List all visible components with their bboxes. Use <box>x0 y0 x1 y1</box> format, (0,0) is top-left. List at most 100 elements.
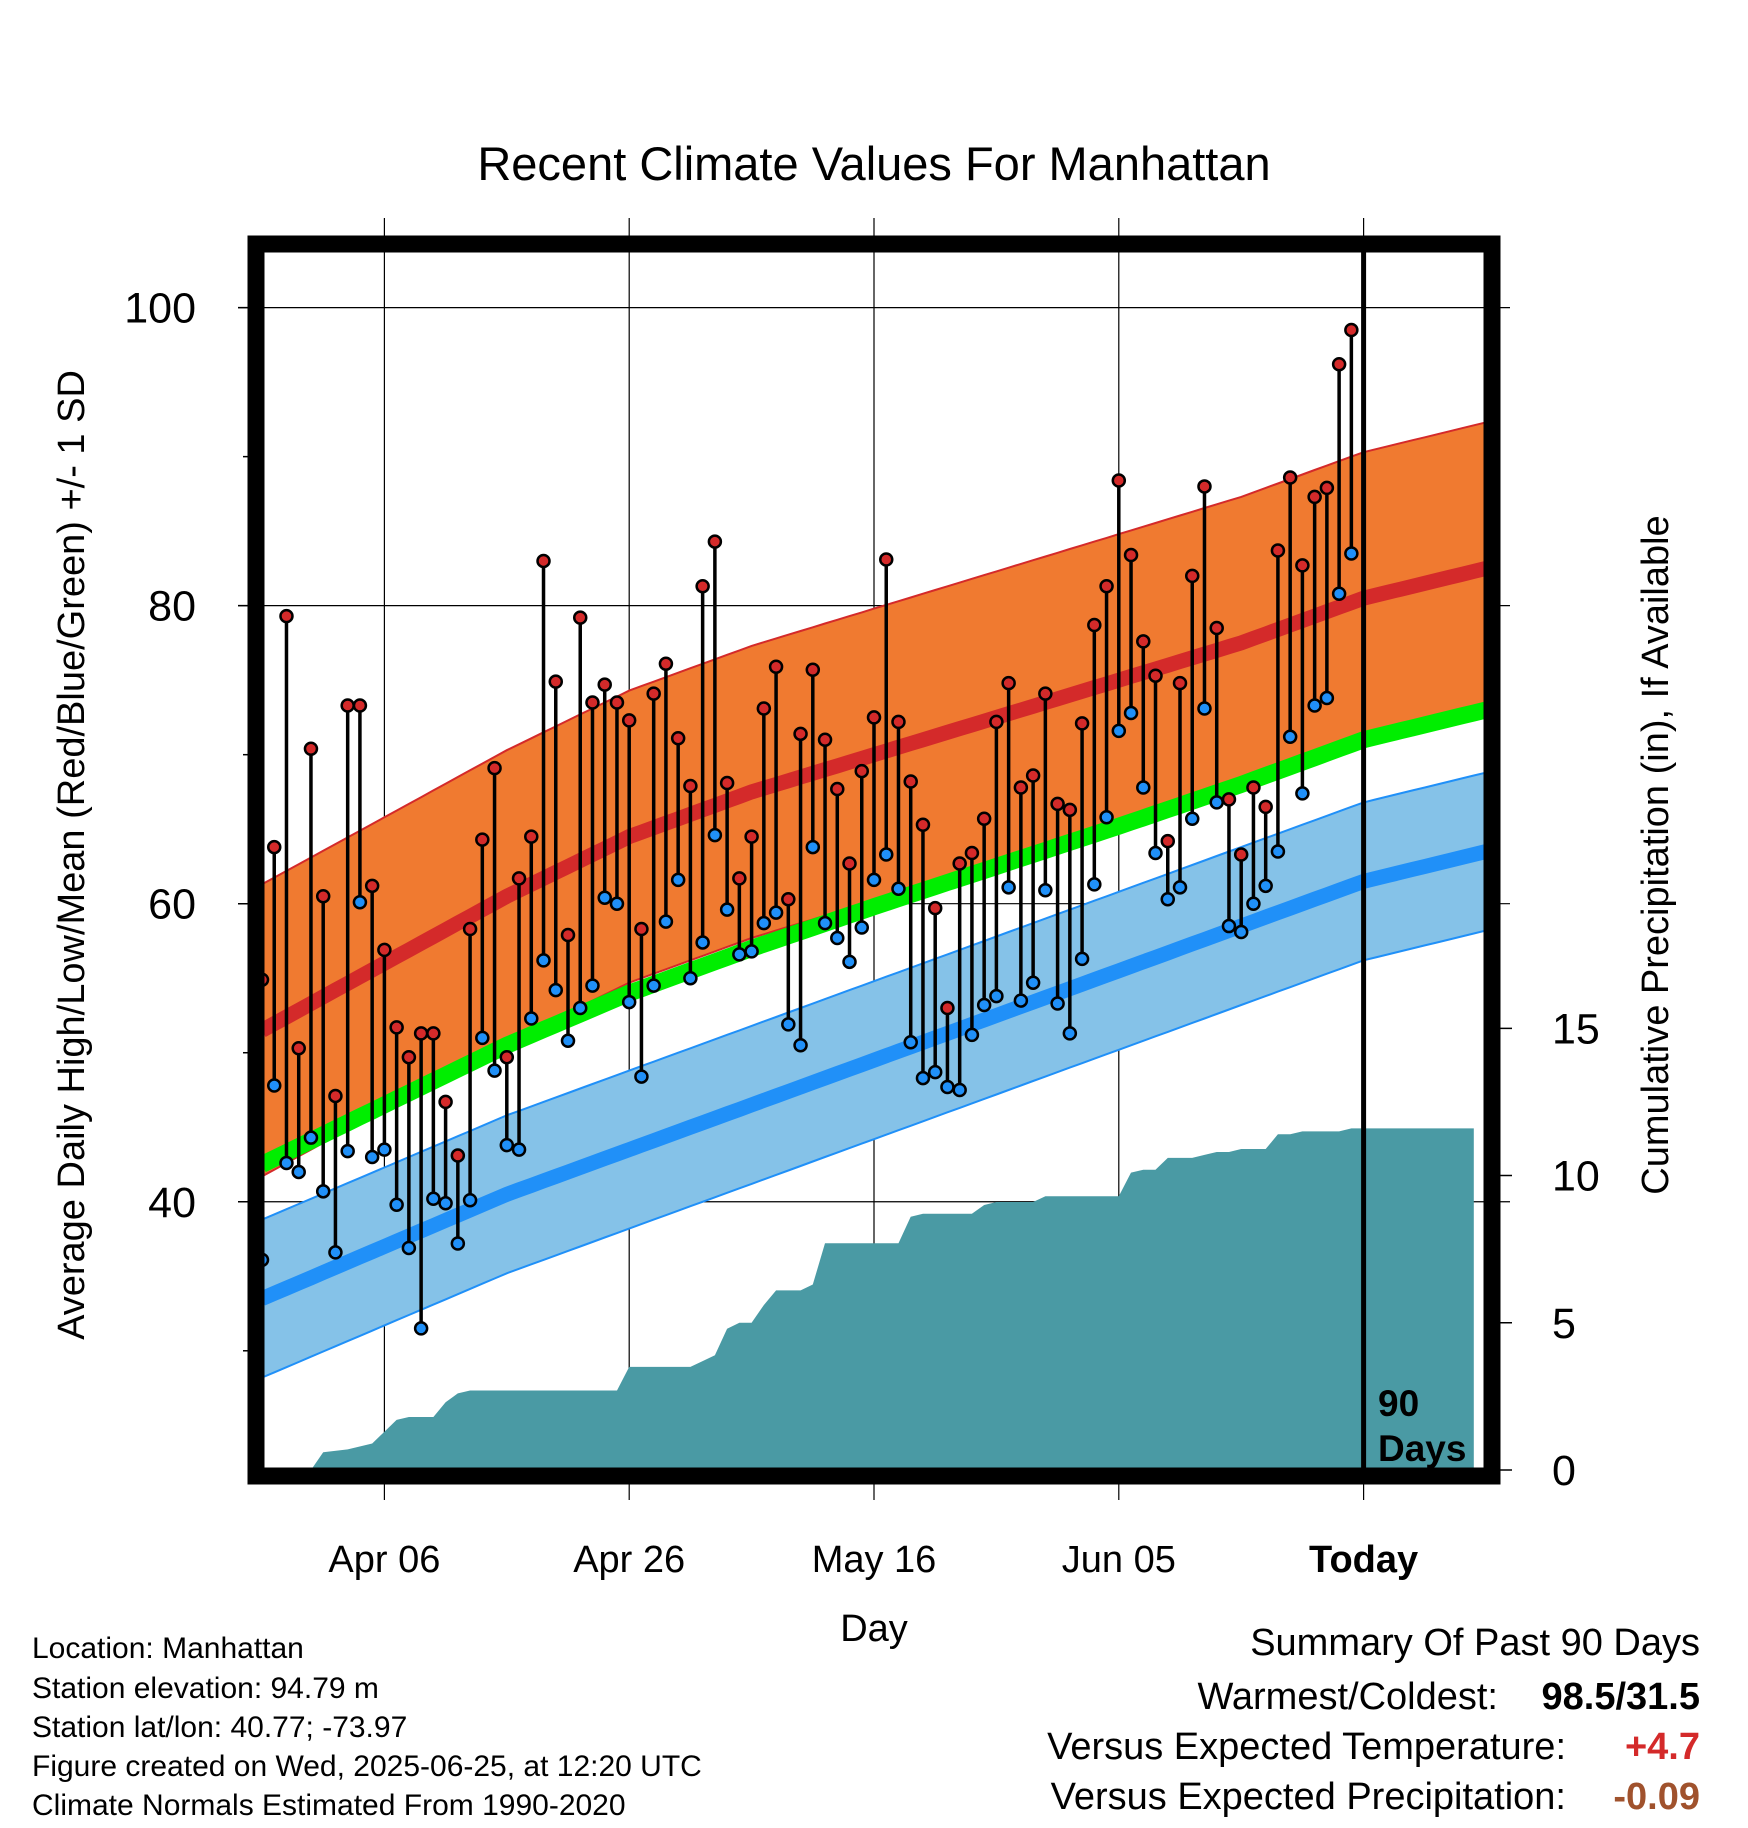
daily-low-point <box>1148 845 1163 861</box>
daily-low-point <box>1062 1026 1078 1041</box>
daily-low-point <box>548 982 564 998</box>
daily-low-point <box>1099 810 1114 825</box>
daily-high-point <box>707 534 723 549</box>
daily-low-point <box>1184 811 1200 827</box>
axes: 40 60 80 100 0 5 10 15 Apr 06 Apr 26 May 16 Jun 05 T… <box>124 285 1600 1581</box>
daily-high-point <box>1013 780 1029 795</box>
daily-high-point <box>1295 558 1310 573</box>
daily-low-point <box>940 1079 955 1095</box>
daily-low-point <box>1282 729 1298 745</box>
y2-tick-label: 5 <box>1552 1300 1576 1348</box>
daily-high-point <box>1331 356 1347 372</box>
daily-low-point <box>597 890 612 905</box>
daily-low-point <box>609 896 625 911</box>
daily-low-point <box>1331 586 1347 601</box>
daily-low-point <box>401 1240 417 1256</box>
daily-low-point <box>487 1063 502 1078</box>
daily-high-point <box>1307 489 1322 505</box>
daily-high-point <box>817 732 833 748</box>
daily-high-point <box>303 741 319 756</box>
daily-high-point <box>1184 568 1200 584</box>
daily-low-point <box>854 920 870 935</box>
daily-high-point <box>352 698 368 713</box>
daily-high-point <box>266 839 282 855</box>
daily-high-point <box>315 889 331 904</box>
daily-high-point <box>609 695 625 710</box>
daily-high-point <box>328 1088 343 1104</box>
y-tick-label: 40 <box>148 1179 196 1227</box>
daily-low-point <box>842 954 857 970</box>
daily-low-point <box>1319 690 1335 706</box>
daily-high-point <box>499 1049 515 1065</box>
precip-anomaly-label: Versus Expected Precipitation: <box>1050 1776 1566 1818</box>
daily-low-point <box>976 997 992 1013</box>
daily-low-point <box>707 827 723 843</box>
warmest-coldest-value: 98.5/31.5 <box>1541 1676 1700 1718</box>
info-location: Location: Manhattan <box>32 1632 304 1665</box>
daily-low-point <box>830 930 845 946</box>
daily-low-point <box>511 1142 527 1157</box>
normal-low-band <box>262 771 1486 1379</box>
daily-low-point <box>646 978 661 993</box>
daily-low-point <box>915 1070 931 1086</box>
daily-low-point <box>817 915 833 931</box>
daily-high-point <box>1062 802 1078 818</box>
today-days-count: 90 <box>1378 1383 1419 1424</box>
daily-high-point <box>952 856 967 871</box>
daily-low-point <box>1160 891 1176 907</box>
plot-frame <box>247 235 1501 1485</box>
daily-high-point <box>364 878 380 894</box>
daily-high-point <box>646 686 661 701</box>
daily-high-point <box>683 778 698 794</box>
daily-low-point <box>499 1137 515 1153</box>
daily-high-point <box>1148 668 1163 683</box>
daily-low-point <box>658 914 674 929</box>
daily-low-point <box>438 1195 453 1211</box>
daily-high-point <box>279 608 294 624</box>
daily-high-point <box>340 698 355 713</box>
daily-low-point <box>1344 546 1359 561</box>
y2-tick-label: 0 <box>1552 1447 1576 1495</box>
daily-low-point <box>683 970 698 986</box>
daily-low-point <box>670 872 686 888</box>
daily-high-point <box>1074 716 1090 731</box>
daily-high-point <box>377 942 392 958</box>
today-days-word: Days <box>1378 1428 1466 1469</box>
daily-low-point <box>927 1064 943 1080</box>
y2-tick-label: 10 <box>1552 1153 1600 1201</box>
daily-high-point <box>927 900 943 916</box>
daily-low-point <box>1221 918 1237 934</box>
daily-low-point <box>377 1142 392 1157</box>
daily-high-point <box>291 1041 306 1056</box>
daily-low-point <box>781 1017 796 1032</box>
info-created: Figure created on Wed, 2025-06-25, at 12… <box>32 1750 702 1783</box>
daily-high-point <box>1038 686 1053 701</box>
daily-high-point <box>1123 547 1139 563</box>
daily-low-point <box>805 839 821 855</box>
daily-high-point <box>1087 617 1102 633</box>
daily-high-point <box>634 921 649 937</box>
daily-low-point <box>364 1149 380 1165</box>
daily-low-point <box>878 847 894 862</box>
daily-low-point <box>1111 723 1127 739</box>
daily-high-point <box>560 927 576 943</box>
daily-low-point <box>291 1164 306 1180</box>
daily-high-point <box>572 610 588 625</box>
daily-high-point <box>413 1026 429 1041</box>
daily-high-point <box>891 714 906 730</box>
daily-low-point <box>315 1184 331 1199</box>
daily-low-point <box>303 1130 319 1145</box>
daily-high-point <box>695 579 710 594</box>
daily-low-point <box>1258 878 1273 894</box>
daily-low-point <box>413 1321 429 1336</box>
daily-low-point <box>634 1069 649 1084</box>
normal-mean-line <box>262 701 1486 1173</box>
daily-high-point <box>915 817 931 832</box>
daily-high-point <box>658 656 674 672</box>
daily-high-point <box>744 829 759 844</box>
daily-high-point <box>781 891 796 907</box>
daily-low-point <box>952 1082 967 1098</box>
daily-low-point <box>585 978 600 993</box>
y-tick-label: 60 <box>148 881 196 929</box>
daily-high-point <box>793 726 808 742</box>
